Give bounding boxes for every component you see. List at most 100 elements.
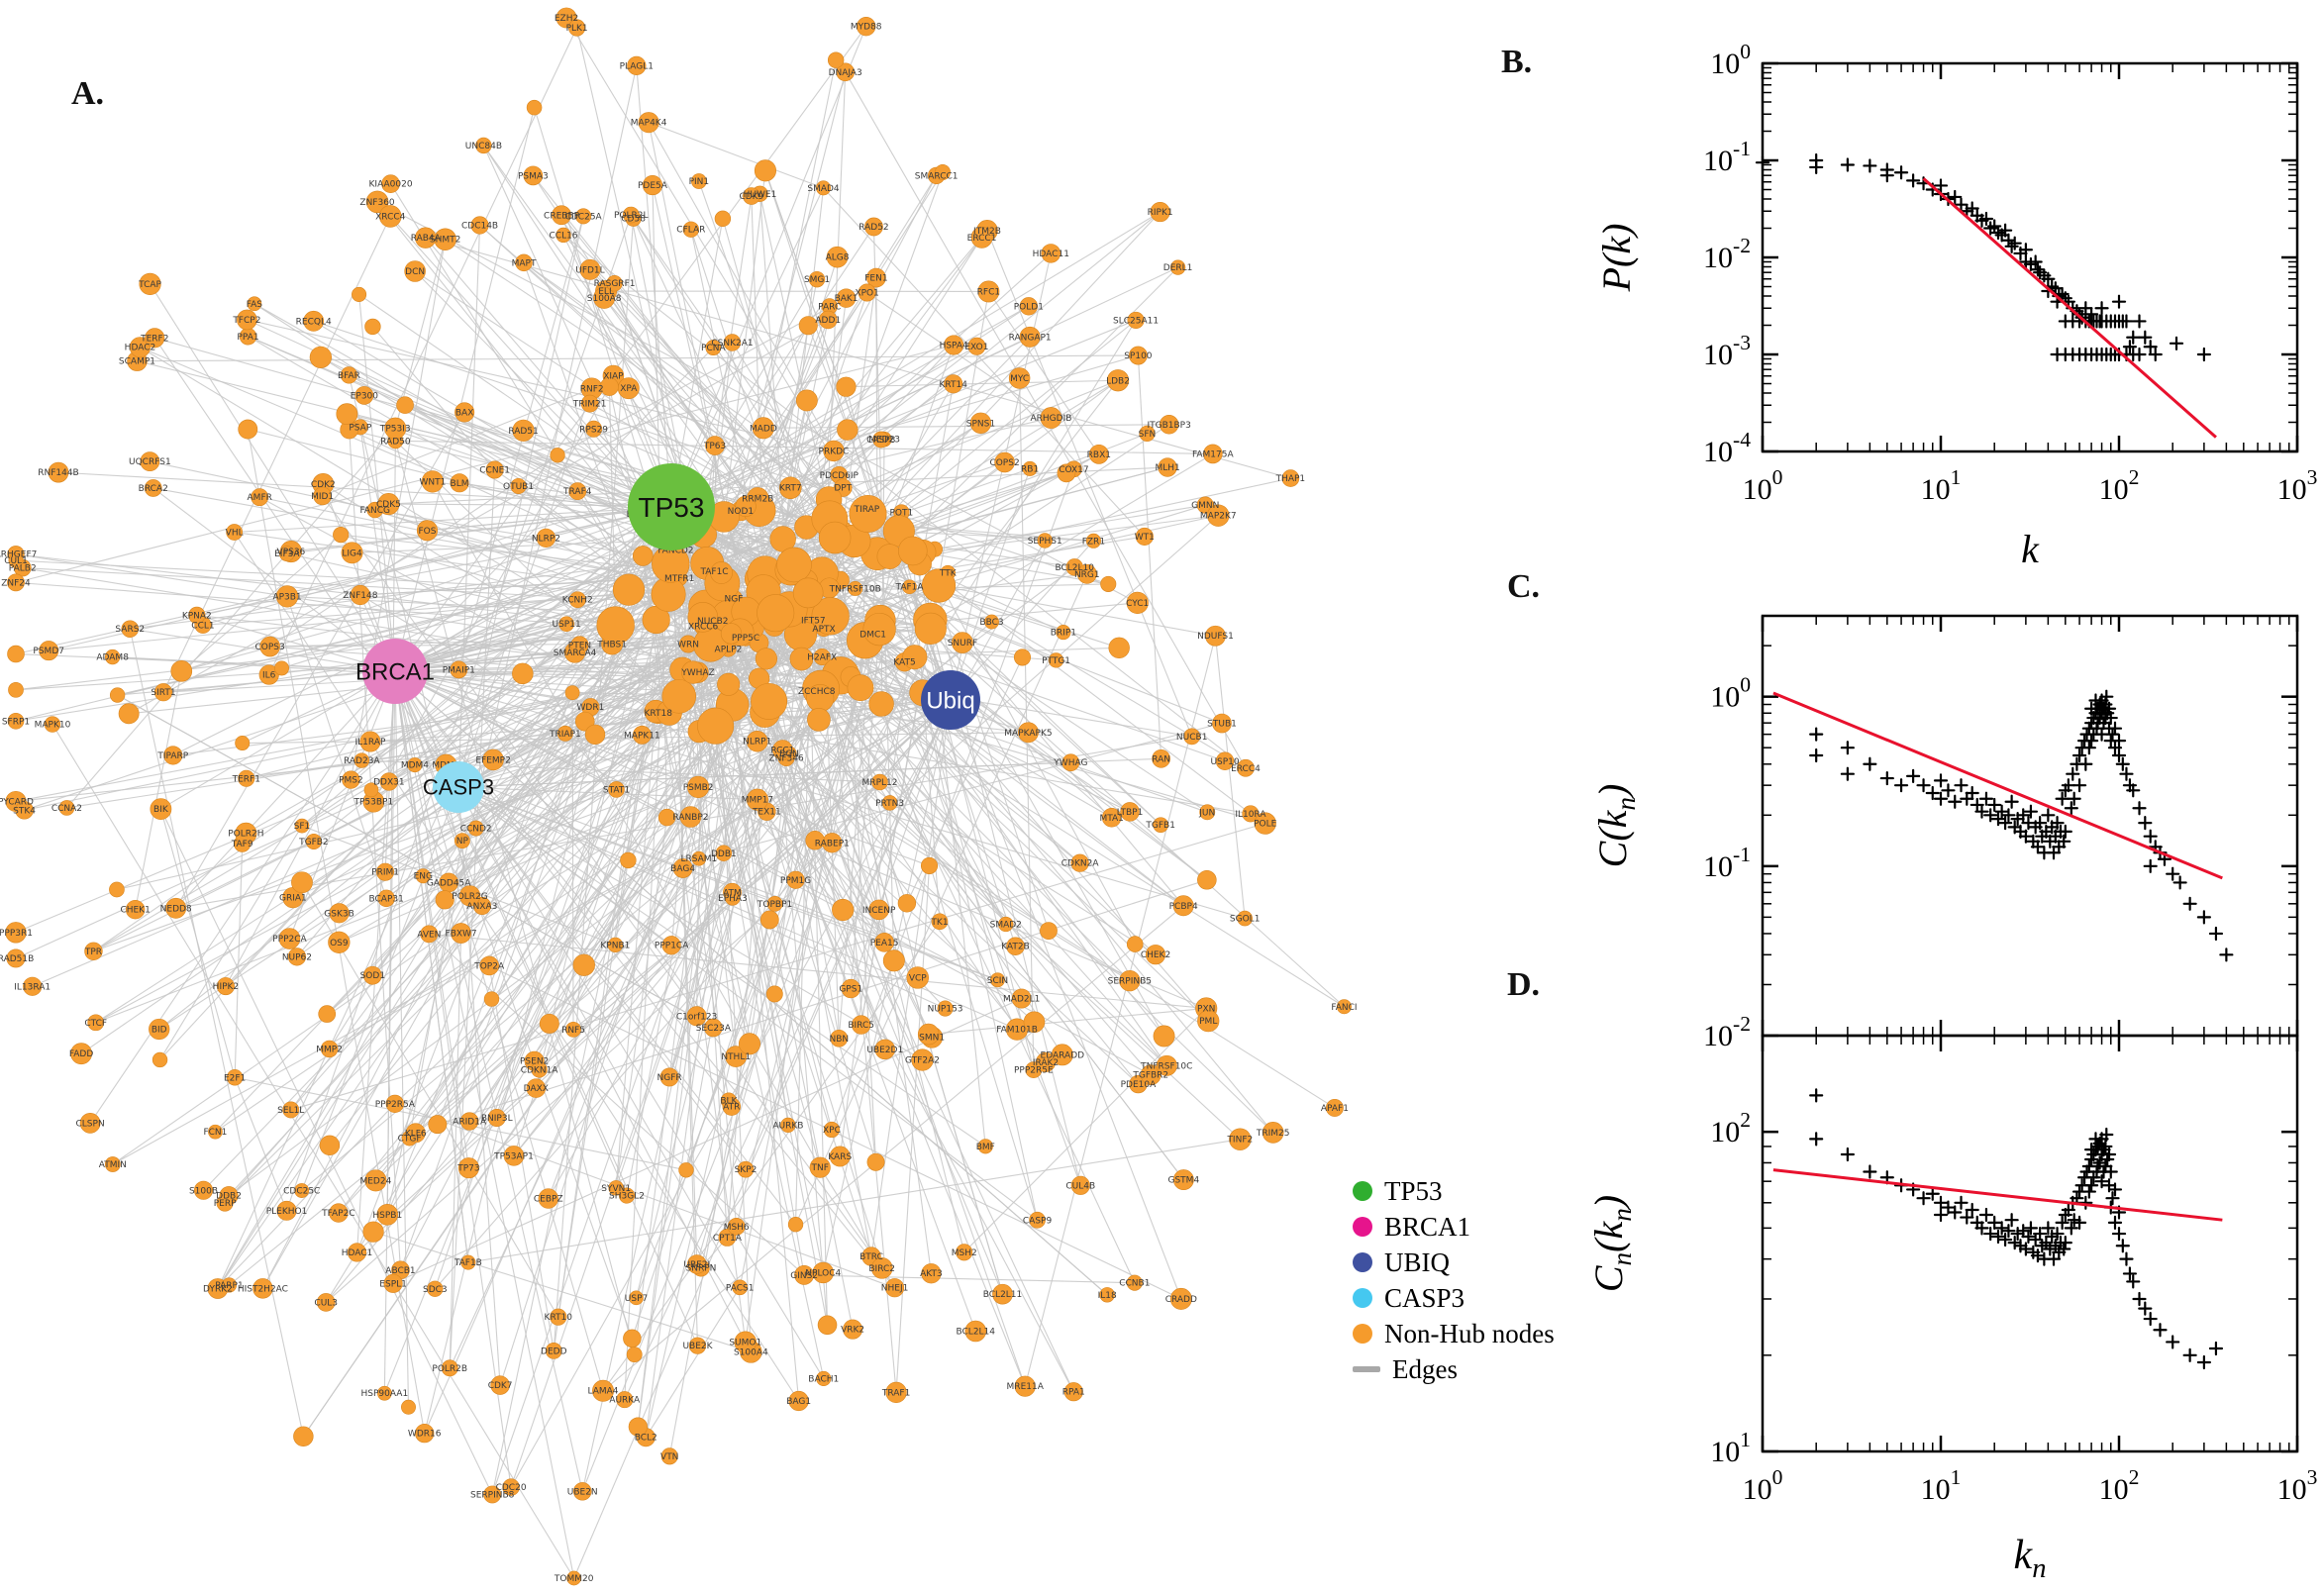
svg-text:AKT3: AKT3 (920, 1269, 943, 1279)
svg-text:FOS: FOS (418, 527, 436, 537)
svg-text:PLEKHO1: PLEKHO1 (266, 1207, 308, 1217)
svg-text:CDK9: CDK9 (739, 192, 763, 202)
svg-text:KRT10: KRT10 (545, 1313, 573, 1323)
svg-text:IL18: IL18 (1098, 1291, 1117, 1301)
svg-text:TNFRSF10C: TNFRSF10C (1140, 1061, 1192, 1071)
svg-text:SCIN: SCIN (987, 976, 1008, 986)
svg-text:STAT1: STAT1 (603, 785, 630, 795)
svg-text:XIAP: XIAP (603, 372, 624, 382)
svg-text:HIST2H2AC: HIST2H2AC (238, 1284, 288, 1294)
casp3-node-icon (1353, 1288, 1372, 1308)
svg-text:MID1: MID1 (311, 492, 334, 502)
svg-text:MSH6: MSH6 (724, 1223, 750, 1233)
svg-text:LAMA4: LAMA4 (588, 1387, 619, 1397)
svg-text:SMN1: SMN1 (919, 1034, 945, 1044)
tp53-node-icon (1353, 1181, 1372, 1201)
svg-text:PSMB2: PSMB2 (683, 783, 714, 793)
svg-text:PCNA: PCNA (701, 344, 726, 353)
svg-text:ITGB1BP3: ITGB1BP3 (1147, 421, 1190, 431)
svg-text:WNT1: WNT1 (419, 477, 446, 487)
svg-text:SARS2: SARS2 (115, 625, 145, 635)
svg-text:ERCC1: ERCC1 (967, 234, 997, 244)
svg-text:EXO1: EXO1 (964, 343, 988, 352)
svg-text:10-2: 10-2 (1703, 1012, 1751, 1052)
svg-text:SMARCA4: SMARCA4 (554, 648, 597, 658)
svg-text:CCL16: CCL16 (550, 231, 578, 241)
svg-text:TCAP: TCAP (138, 280, 161, 290)
svg-text:RNF2: RNF2 (580, 384, 604, 394)
svg-text:NTHL1: NTHL1 (721, 1052, 751, 1062)
svg-text:CCND2: CCND2 (460, 825, 492, 835)
svg-text:TAF1A: TAF1A (895, 583, 925, 593)
svg-text:CHEK2: CHEK2 (1141, 950, 1170, 960)
svg-text:USP7: USP7 (625, 1294, 648, 1304)
svg-text:AURKB: AURKB (772, 1121, 803, 1131)
svg-text:POLR2B: POLR2B (432, 1364, 467, 1374)
svg-text:CASP3: CASP3 (423, 775, 494, 800)
svg-text:PIN1: PIN1 (689, 177, 710, 187)
svg-text:TRIAP1: TRIAP1 (549, 730, 581, 740)
svg-text:PARP1: PARP1 (215, 1281, 243, 1291)
svg-text:SHMT2: SHMT2 (430, 236, 460, 246)
svg-text:SERPINB5: SERPINB5 (1108, 977, 1152, 987)
svg-text:TINF2: TINF2 (1226, 1136, 1253, 1146)
svg-text:RIPK1: RIPK1 (1148, 208, 1173, 218)
svg-text:RFC1: RFC1 (977, 287, 1000, 297)
svg-text:EPHA3: EPHA3 (718, 894, 748, 904)
svg-text:XPO1: XPO1 (855, 288, 878, 298)
svg-text:STK4: STK4 (13, 806, 36, 816)
svg-text:VTN: VTN (660, 1452, 678, 1462)
svg-text:RAD52: RAD52 (858, 223, 888, 233)
svg-text:NBN: NBN (829, 1035, 849, 1045)
svg-text:KAT2B: KAT2B (1001, 943, 1030, 952)
svg-text:MAP2K7: MAP2K7 (1200, 512, 1237, 522)
svg-text:WDR16: WDR16 (408, 1430, 442, 1440)
svg-text:THBS1: THBS1 (596, 640, 627, 649)
svg-text:NLRP1: NLRP1 (743, 738, 771, 748)
svg-text:H2AFX: H2AFX (807, 652, 837, 662)
svg-text:PDCD6IP: PDCD6IP (820, 471, 859, 481)
svg-text:102: 102 (2099, 1465, 2140, 1506)
svg-text:PPP3R1: PPP3R1 (0, 929, 33, 939)
svg-text:RAD23A: RAD23A (344, 756, 380, 766)
svg-text:KRT7: KRT7 (779, 484, 802, 494)
svg-text:COPS3: COPS3 (255, 643, 285, 652)
svg-text:TGFBR2: TGFBR2 (1132, 1071, 1168, 1081)
svg-text:RCC1: RCC1 (770, 746, 794, 755)
svg-text:INCENP: INCENP (862, 906, 896, 916)
svg-text:PML: PML (1199, 1017, 1217, 1027)
svg-text:XPA: XPA (620, 384, 638, 394)
svg-text:SMARCC1: SMARCC1 (915, 171, 959, 181)
svg-text:GINS2: GINS2 (790, 1271, 818, 1281)
svg-text:MRE11A: MRE11A (1007, 1382, 1045, 1392)
svg-text:MED24: MED24 (359, 1176, 391, 1186)
svg-text:PERP: PERP (214, 1199, 237, 1209)
svg-text:YWHAG: YWHAG (1053, 758, 1087, 768)
svg-text:ZCCHC8: ZCCHC8 (798, 687, 836, 697)
svg-text:MAD2L1: MAD2L1 (1003, 995, 1040, 1005)
svg-text:MAP4K4: MAP4K4 (631, 119, 667, 129)
svg-text:102: 102 (2099, 465, 2140, 506)
svg-text:NGFR: NGFR (657, 1073, 682, 1083)
svg-text:ADAM8: ADAM8 (96, 653, 129, 663)
svg-text:100: 100 (1710, 40, 1751, 80)
svg-text:RAD51: RAD51 (508, 427, 538, 437)
svg-text:BIRC2: BIRC2 (868, 1264, 895, 1274)
svg-text:DDB2: DDB2 (216, 1192, 242, 1202)
svg-text:WT1: WT1 (1135, 533, 1155, 543)
svg-text:MTFR1: MTFR1 (664, 574, 694, 584)
svg-text:IL1RAP: IL1RAP (355, 738, 386, 748)
svg-text:CDKN2A: CDKN2A (1061, 859, 1100, 869)
svg-text:TTK: TTK (939, 569, 958, 579)
svg-text:MYC: MYC (1010, 374, 1029, 384)
svg-text:ARID1A: ARID1A (453, 1118, 487, 1128)
svg-text:VHL: VHL (226, 529, 244, 539)
svg-text:SPNS1: SPNS1 (966, 419, 995, 429)
svg-text:PSMD7: PSMD7 (33, 647, 64, 656)
svg-text:RAD50: RAD50 (380, 437, 411, 447)
svg-text:TOMM20: TOMM20 (554, 1574, 594, 1584)
svg-text:MAPK10: MAPK10 (35, 721, 71, 731)
svg-text:FZR1: FZR1 (1082, 537, 1105, 547)
svg-text:PMS2: PMS2 (339, 776, 363, 786)
